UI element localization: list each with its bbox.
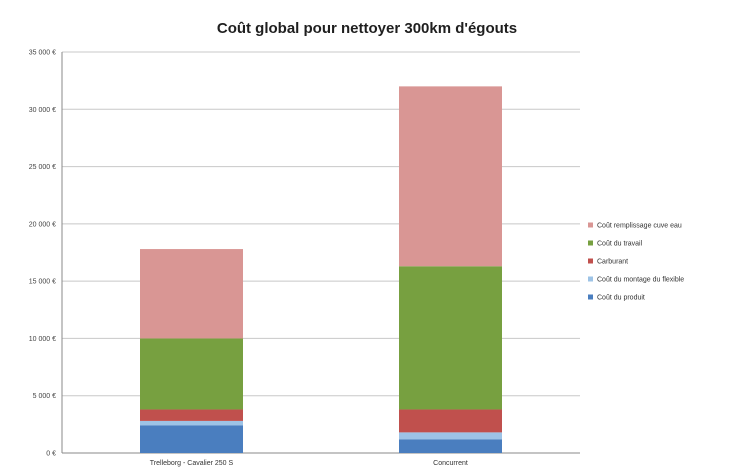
bar-segment — [399, 409, 502, 433]
bar-segment — [140, 409, 243, 421]
bar-segment — [140, 338, 243, 410]
legend-label: Coût du montage du flexible — [597, 277, 684, 284]
legend-swatch — [588, 294, 593, 300]
y-tick-label: 30 000 € — [29, 107, 56, 114]
y-tick-label: 20 000 € — [29, 221, 56, 228]
y-tick-label: 5 000 € — [33, 393, 56, 400]
bar-segment — [399, 86, 502, 267]
legend-label: Carburant — [597, 259, 628, 266]
legend-swatch — [588, 276, 593, 282]
y-tick-label: 35 000 € — [29, 50, 56, 57]
y-tick-label: 0 € — [46, 451, 56, 458]
bar-segment — [399, 439, 502, 453]
legend-label: Coût du travail — [597, 241, 643, 248]
bar-segment — [140, 425, 243, 453]
bar-segment — [140, 420, 243, 426]
bar-segment — [399, 266, 502, 410]
y-tick-label: 25 000 € — [29, 164, 56, 171]
y-tick-label: 10 000 € — [29, 336, 56, 343]
legend-swatch — [588, 258, 593, 264]
legend-swatch — [588, 240, 593, 246]
x-tick-label: Trelleborg - Cavalier 250 S — [150, 460, 234, 467]
legend-label: Coût remplissage cuve eau — [597, 223, 682, 230]
chart-title: Coût global pour nettoyer 300km d'égouts — [216, 20, 518, 37]
bar-segment — [140, 249, 243, 339]
y-tick-label: 15 000 € — [29, 279, 56, 286]
x-tick-label: Concurrent — [433, 460, 468, 467]
legend-label: Coût du produit — [597, 295, 645, 302]
bar-segment — [399, 432, 502, 440]
legend-swatch — [588, 222, 593, 228]
